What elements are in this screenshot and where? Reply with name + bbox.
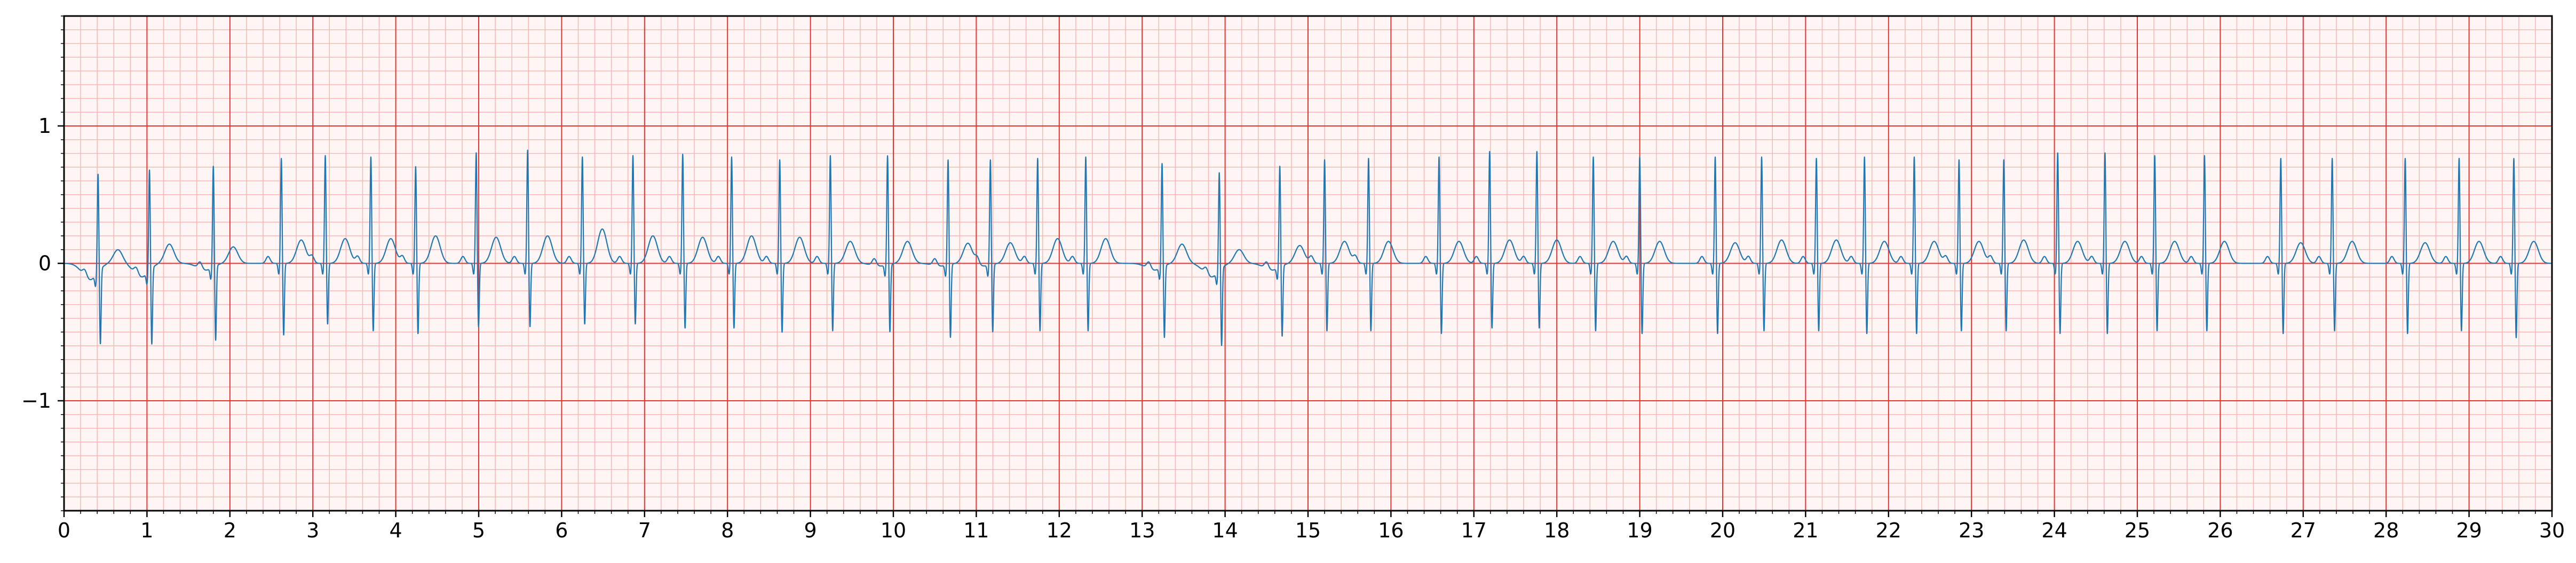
x-tick-label: 17 [1461,519,1487,542]
r-peak-point [2280,157,2281,159]
r-peak-point [1489,150,1491,152]
r-peak-point [2154,155,2155,156]
r-peak-point [990,159,991,161]
x-tick-label: 2 [224,519,236,542]
r-peak-point [2104,152,2106,154]
r-peak-point [1914,156,1915,157]
x-tick-label: 24 [2041,519,2067,542]
x-tick-label: 28 [2373,519,2399,542]
x-tick-label: 25 [2125,519,2150,542]
x-tick-label: 19 [1627,519,1652,542]
r-peak-point [2405,157,2406,159]
x-tick-label: 10 [881,519,906,542]
y-tick-label: 0 [38,252,51,275]
ecg-trace [64,149,2553,346]
y-tick-label: −1 [21,389,51,413]
r-peak-point [415,166,416,167]
x-tick-label: 6 [555,519,568,542]
r-peak-point [2332,157,2333,159]
r-peak-point [1085,156,1087,157]
r-peak-point [2057,152,2058,154]
x-tick-label: 1 [140,519,153,542]
x-tick-label: 14 [1212,519,1238,542]
r-peak-point [632,155,633,156]
r-peak-point [97,173,99,175]
x-tick-label: 18 [1544,519,1570,542]
r-peak-point [1816,157,1817,159]
x-tick-label: 8 [721,519,734,542]
x-tick-label: 5 [472,519,485,542]
x-tick-label: 12 [1047,519,1072,542]
x-tick-label: 13 [1129,519,1155,542]
r-peak-point [830,155,831,156]
x-axis-ticks: 0 1 2 3 4 5 6 7 8 9 10 11 12 13 14 15 16 17 18 19 20 21 22 23 24… [58,511,2565,542]
r-peak-point [149,169,150,171]
x-tick-label: 15 [1295,519,1321,542]
r-peak-point [1324,159,1325,160]
r-peak-point [1161,163,1163,164]
r-peak-point [2003,159,2004,160]
x-tick-label: 7 [638,519,651,542]
r-peak-point [887,155,888,156]
r-peak-point [1438,156,1440,157]
x-tick-label: 21 [1793,519,1818,542]
y-tick-label: 1 [38,114,51,138]
x-tick-label: 11 [963,519,989,542]
r-peak-point [1864,156,1865,157]
x-tick-label: 20 [1710,519,1735,542]
x-tick-label: 0 [58,519,70,542]
r-peak-point [1761,156,1762,157]
r-peak-point [527,149,528,150]
r-peak-point [582,156,583,157]
r-peak-point [2459,157,2460,159]
r-peak-point [947,159,949,161]
ecg-trace-group [64,149,2553,346]
r-peak-point [1218,172,1220,173]
r-peak-point [1639,156,1640,157]
r-peak-point [1279,165,1280,166]
r-peak-point [324,155,326,156]
r-peak-point [1592,156,1594,157]
x-tick-label: 9 [804,519,817,542]
r-peak-point [212,165,214,167]
r-peak-point [281,157,282,159]
r-peak-point [2204,155,2205,156]
x-tick-label: 3 [306,519,319,542]
r-peak-point [779,159,780,160]
x-tick-label: 26 [2207,519,2233,542]
x-tick-label: 16 [1378,519,1404,542]
x-tick-label: 23 [1959,519,1984,542]
x-tick-label: 27 [2290,519,2316,542]
r-peak-point [1715,156,1716,157]
r-peak-point [682,153,684,155]
x-tick-label: 4 [390,519,402,542]
x-tick-label: 30 [2539,519,2565,542]
y-axis-ticks: −1 0 1 [21,15,64,511]
x-tick-label: 22 [1876,519,1901,542]
r-peak-point [1368,157,1369,159]
r-peak-point [2513,157,2515,159]
r-peak-point [475,152,477,153]
r-peak-point [1037,157,1039,159]
r-peak-point [731,156,732,157]
x-tick-label: 29 [2456,519,2482,542]
r-peak-point [1959,159,1960,160]
r-peak-point [1536,150,1537,152]
r-peak-point [370,156,371,157]
